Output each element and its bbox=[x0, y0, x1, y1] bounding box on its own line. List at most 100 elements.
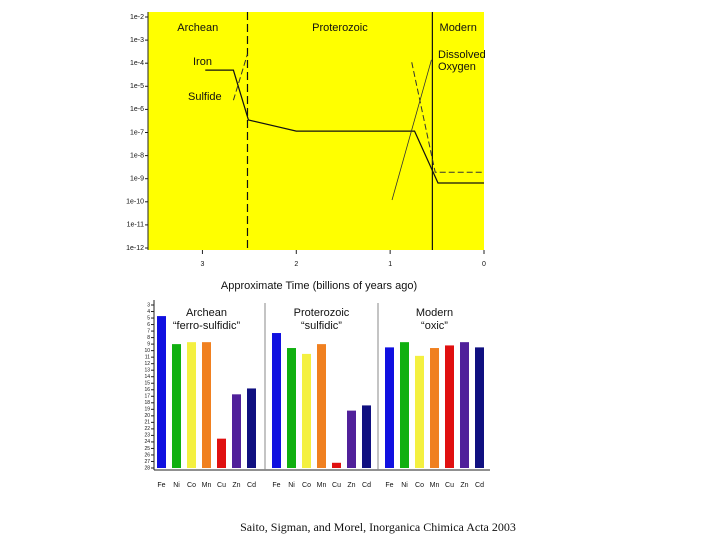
x-tick-label: Cd bbox=[475, 482, 484, 489]
series-line bbox=[232, 53, 248, 101]
x-tick-label: 3 bbox=[200, 261, 204, 268]
x-tick-label: Ni bbox=[288, 482, 295, 489]
x-tick-label: Co bbox=[187, 482, 196, 489]
y-tick-label: 10 bbox=[144, 348, 150, 354]
bar bbox=[302, 353, 311, 468]
y-tick-label: 9 bbox=[147, 341, 150, 347]
x-tick-label: Zn bbox=[347, 482, 355, 489]
y-tick-label: 6 bbox=[147, 322, 150, 328]
bar bbox=[430, 348, 439, 468]
bar bbox=[217, 438, 226, 468]
x-axis-label: Approximate Time (billions of years ago) bbox=[221, 280, 417, 292]
y-tick-label: 1e-5 bbox=[130, 83, 144, 90]
group-label: Archean bbox=[186, 307, 227, 319]
series-line bbox=[205, 69, 484, 184]
x-tick-label: Cu bbox=[445, 482, 454, 489]
bar bbox=[317, 344, 326, 468]
y-tick-label: 1e-2 bbox=[130, 14, 144, 21]
y-tick-label: 1e-9 bbox=[130, 176, 144, 183]
x-tick-label: Mn bbox=[202, 482, 212, 489]
x-tick-label: Mn bbox=[430, 482, 440, 489]
y-tick-label: 1e-3 bbox=[130, 37, 144, 44]
y-tick-label: 12 bbox=[144, 361, 150, 367]
bar bbox=[347, 410, 356, 468]
y-tick-label: 18 bbox=[144, 400, 150, 406]
bar bbox=[287, 348, 296, 468]
y-tick-label: 20 bbox=[144, 413, 150, 419]
y-tick-label: 14 bbox=[144, 374, 150, 380]
x-tick-label: Cd bbox=[362, 482, 371, 489]
y-tick-label: 24 bbox=[144, 439, 150, 445]
y-tick-label: 1e-12 bbox=[126, 245, 144, 252]
y-tick-label: 11 bbox=[145, 354, 150, 360]
y-tick-label: 27 bbox=[144, 459, 150, 465]
era-label: Archean bbox=[177, 22, 218, 34]
x-tick-label: Cd bbox=[247, 482, 256, 489]
bar bbox=[460, 342, 469, 468]
group-subtitle: “sulfidic” bbox=[301, 320, 342, 332]
bar bbox=[332, 462, 341, 468]
x-tick-label: Co bbox=[302, 482, 311, 489]
y-tick-label: 1e-8 bbox=[130, 152, 144, 159]
y-tick-label: 17 bbox=[144, 394, 150, 400]
bar bbox=[445, 345, 454, 468]
series-line bbox=[391, 59, 432, 201]
x-tick-label: 0 bbox=[482, 261, 486, 268]
group-label: Proterozoic bbox=[294, 307, 350, 319]
y-tick-label: 7 bbox=[147, 328, 150, 334]
y-tick-label: 21 bbox=[144, 420, 150, 426]
y-tick-label: 19 bbox=[144, 407, 150, 413]
bar bbox=[362, 405, 371, 468]
y-tick-label: 1e-10 bbox=[126, 199, 144, 206]
bar bbox=[232, 394, 241, 468]
bar bbox=[415, 355, 424, 468]
x-tick-label: Fe bbox=[272, 482, 280, 489]
y-tick-label: 1e-7 bbox=[130, 129, 144, 136]
y-tick-label: 22 bbox=[144, 426, 150, 432]
y-tick-label: 3 bbox=[147, 302, 150, 308]
y-tick-label: 15 bbox=[144, 381, 150, 387]
x-tick-label: Cu bbox=[217, 482, 226, 489]
x-tick-label: Mn bbox=[317, 482, 327, 489]
y-tick-label: 13 bbox=[144, 368, 150, 374]
y-tick-label: 26 bbox=[144, 452, 150, 458]
era-label: Proterozoic bbox=[312, 22, 368, 34]
x-tick-label: 1 bbox=[388, 261, 392, 268]
x-tick-label: Co bbox=[415, 482, 424, 489]
y-tick-label: 4 bbox=[147, 309, 150, 315]
bar bbox=[385, 347, 394, 468]
era-label: Modern bbox=[440, 22, 477, 34]
y-tick-label: 8 bbox=[147, 335, 150, 341]
x-tick-label: Fe bbox=[385, 482, 393, 489]
bar bbox=[157, 316, 166, 468]
bar bbox=[187, 342, 196, 468]
group-subtitle: “oxic” bbox=[421, 320, 448, 332]
y-tick-label: 25 bbox=[144, 446, 150, 452]
x-tick-label: Zn bbox=[460, 482, 468, 489]
bar bbox=[247, 388, 256, 468]
x-tick-label: Fe bbox=[157, 482, 165, 489]
citation: Saito, Sigman, and Morel, Inorganica Chi… bbox=[240, 520, 516, 534]
series-label: Sulfide bbox=[188, 91, 222, 103]
y-tick-label: 1e-6 bbox=[130, 106, 144, 113]
group-label: Modern bbox=[416, 307, 453, 319]
x-tick-label: 2 bbox=[294, 261, 298, 268]
bar bbox=[172, 344, 181, 468]
bar bbox=[400, 342, 409, 468]
series-line bbox=[411, 62, 484, 173]
y-tick-label: 28 bbox=[144, 465, 150, 471]
series-label-box: Dissolved Oxygen bbox=[438, 49, 486, 73]
x-tick-label: Cu bbox=[332, 482, 341, 489]
bar bbox=[202, 342, 211, 468]
bar bbox=[272, 333, 281, 468]
x-tick-label: Ni bbox=[173, 482, 180, 489]
y-tick-label: 1e-11 bbox=[127, 222, 144, 229]
group-subtitle: “ferro-sulfidic” bbox=[173, 320, 241, 332]
series-label: Dissolved Oxygen bbox=[438, 49, 486, 73]
bar bbox=[475, 347, 484, 468]
x-tick-label: Zn bbox=[232, 482, 240, 489]
y-tick-label: 23 bbox=[144, 433, 150, 439]
y-tick-label: 1e-4 bbox=[130, 60, 144, 67]
series-label: Iron bbox=[193, 56, 212, 68]
